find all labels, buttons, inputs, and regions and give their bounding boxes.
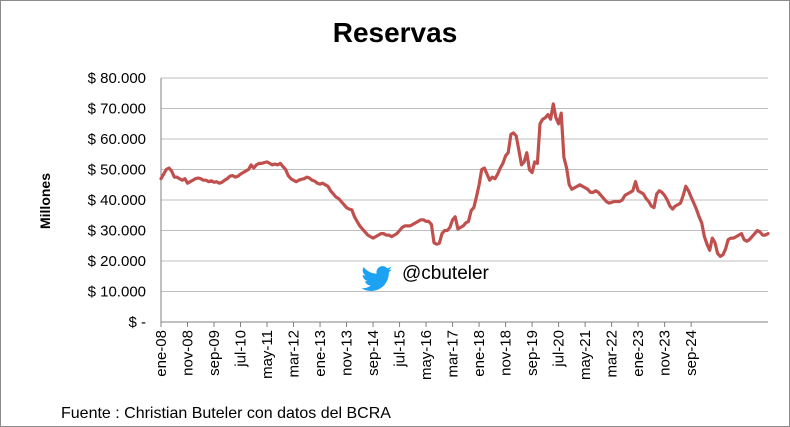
x-tick-label-4: may-11 <box>259 330 276 379</box>
grid-lines <box>161 77 768 292</box>
x-tick-label-0: ene-08 <box>153 330 170 377</box>
y-tick-label-3: $ 30.000 <box>88 223 146 240</box>
x-tick-label-2: sep-09 <box>206 330 223 376</box>
x-tick-label-12: ene-18 <box>471 330 488 377</box>
x-tick-label-15: jul-20 <box>551 330 568 368</box>
series-line-0 <box>159 102 770 258</box>
x-tick-label-5: mar-12 <box>286 330 303 378</box>
y-tick-label-7: $ 70.000 <box>88 101 146 118</box>
x-tick-label-10: may-16 <box>418 330 435 380</box>
y-tick-label-0: $ - <box>128 314 146 331</box>
y-tick-label-4: $ 40.000 <box>88 192 146 209</box>
x-tick-label-14: sep-19 <box>524 330 541 376</box>
chart-title: Reservas <box>332 17 458 48</box>
x-tick-label-13: nov-18 <box>498 330 515 376</box>
x-tick-label-18: ene-23 <box>630 330 647 377</box>
y-tick-label-6: $ 60.000 <box>88 131 146 148</box>
x-tick-label-16: may-21 <box>577 330 594 380</box>
twitter-handle: @cbuteler <box>398 263 493 285</box>
y-tick-label-1: $ 10.000 <box>88 284 146 301</box>
y-tick-labels: $ - $ 10.000 $ 20.000 $ 30.000 $ 40.000 $ 50.… <box>88 70 146 331</box>
x-tick-label-1: nov-08 <box>180 330 197 376</box>
x-tick-label-3: jul-10 <box>233 330 250 368</box>
x-tick-label-19: nov-23 <box>657 330 674 376</box>
x-tick-label-17: mar-22 <box>604 330 621 378</box>
x-tick-label-8: sep-14 <box>365 330 382 376</box>
x-tick-labels: ene-08 nov-08 sep-09 jul-10 may-11 mar-12 ene-… <box>153 330 700 380</box>
y-tick-label-2: $ 20.000 <box>88 253 146 270</box>
y-tick-label-8: $ 80.000 <box>88 70 146 87</box>
x-tick-label-6: ene-13 <box>312 330 329 377</box>
y-tick-label-5: $ 50.000 <box>88 162 146 179</box>
x-tick-label-11: mar-17 <box>445 330 462 378</box>
x-tick-label-9: jul-15 <box>392 330 409 368</box>
axes <box>160 78 768 327</box>
x-tick-label-20: sep-24 <box>683 330 700 376</box>
x-tick-label-7: nov-13 <box>339 330 356 376</box>
source-note: Fuente : Christian Buteler con datos del… <box>61 405 391 422</box>
